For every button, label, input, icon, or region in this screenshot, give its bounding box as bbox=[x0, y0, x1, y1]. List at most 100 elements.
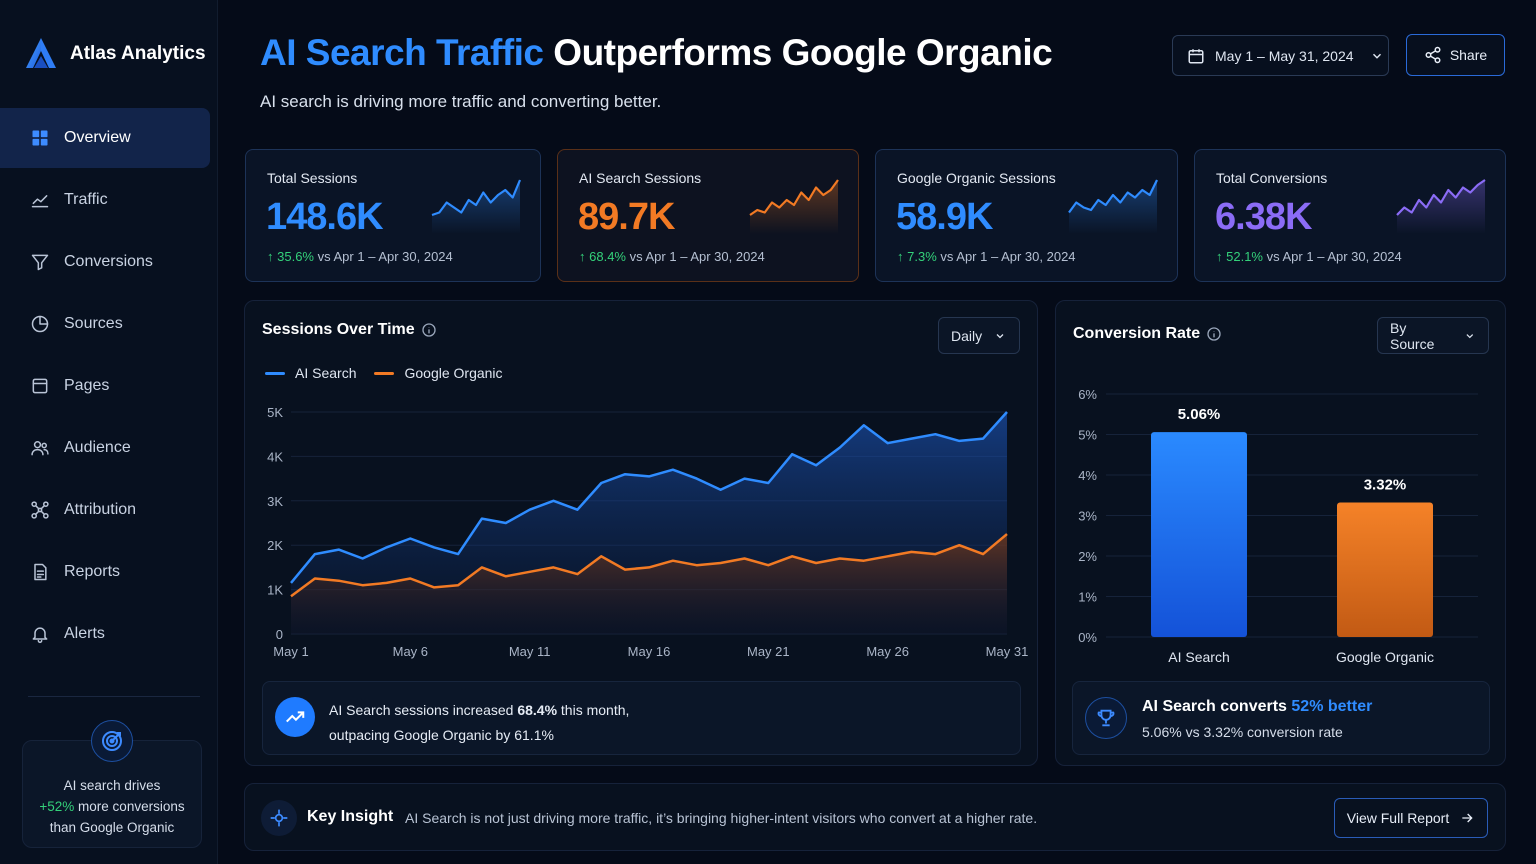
kpi-card-total-sessions[interactable]: Total Sessions 148.6K ↑ 35.6% vs Apr 1 – A… bbox=[245, 149, 541, 282]
funnel-icon bbox=[31, 254, 49, 271]
grouping-dropdown[interactable]: By Source bbox=[1377, 317, 1489, 354]
y-tick-label: 1% bbox=[1078, 590, 1097, 605]
legend-ai-search[interactable]: AI Search bbox=[265, 365, 356, 381]
sidebar-item-sources[interactable]: Sources bbox=[0, 294, 210, 354]
sidebar-item-overview[interactable]: Overview bbox=[0, 108, 210, 168]
sidebar-item-label: Audience bbox=[64, 439, 131, 456]
sessions-panel: Sessions Over Time Daily AI Search Googl… bbox=[244, 300, 1038, 766]
arrow-right-icon bbox=[1462, 813, 1473, 823]
bar-google-organic[interactable] bbox=[1337, 502, 1433, 637]
promo-line-1: AI search drives bbox=[63, 778, 161, 793]
key-insight-title: Key Insight bbox=[307, 808, 394, 825]
conversion-insight-text: AI Search converts 52% better 5.06% vs 3… bbox=[1142, 695, 1372, 745]
insight-pre: AI Search sessions increased bbox=[329, 702, 518, 718]
share-icon bbox=[1425, 46, 1441, 64]
kpi-card-total-conversions[interactable]: Total Conversions 6.38K ↑ 52.1% vs Apr 1 –… bbox=[1194, 149, 1506, 282]
view-full-report-button[interactable]: View Full Report bbox=[1334, 798, 1488, 838]
page-subtitle: AI search is driving more traffic and co… bbox=[260, 92, 662, 111]
sidebar-item-label: Pages bbox=[64, 377, 110, 394]
info-icon[interactable] bbox=[1206, 326, 1222, 342]
sidebar-item-label: Reports bbox=[64, 563, 121, 580]
kpi-delta: ↑ 35.6% vs Apr 1 – Apr 30, 2024 bbox=[267, 249, 453, 264]
kpi-delta: ↑ 52.1% vs Apr 1 – Apr 30, 2024 bbox=[1216, 249, 1402, 264]
sidebar-item-reports[interactable]: Reports bbox=[0, 542, 210, 602]
x-tick-label: May 21 bbox=[747, 644, 790, 659]
kpi-card-google-organic-sessions[interactable]: Google Organic Sessions 58.9K ↑ 7.3% vs Ap… bbox=[875, 149, 1178, 282]
sidebar-item-label: Overview bbox=[64, 129, 131, 146]
target-icon bbox=[91, 720, 133, 762]
sidebar: Atlas Analytics Overview Traffic Conversio… bbox=[0, 0, 218, 864]
sessions-insight: AI Search sessions increased 68.4% this … bbox=[262, 681, 1021, 755]
key-insight-text: AI Search is not just driving more traff… bbox=[405, 810, 1038, 826]
conv-insight-highlight: 52% better bbox=[1291, 698, 1373, 715]
sparkle-icon bbox=[261, 800, 297, 836]
kpi-sparkline bbox=[1068, 179, 1158, 234]
granularity-dropdown[interactable]: Daily bbox=[938, 317, 1020, 354]
sidebar-item-pages[interactable]: Pages bbox=[0, 356, 210, 416]
date-range-label: May 1 – May 31, 2024 bbox=[1215, 47, 1354, 64]
sidebar-item-label: Sources bbox=[64, 315, 123, 332]
sessions-title: Sessions Over Time bbox=[262, 321, 437, 339]
sidebar-item-alerts[interactable]: Alerts bbox=[0, 604, 210, 664]
view-report-label: View Full Report bbox=[1346, 810, 1450, 826]
sessions-line-chart: 0 1K 2K 3K 4K 5K May 1 May 6 May 11 May 16 May 21 M… bbox=[267, 405, 1028, 659]
series-area-google-organic bbox=[291, 534, 1007, 634]
kpi-delta: ↑ 68.4% vs Apr 1 – Apr 30, 2024 bbox=[579, 249, 765, 264]
title-accent: AI Search Traffic bbox=[260, 32, 544, 73]
chevron-down-icon bbox=[1466, 333, 1474, 338]
sidebar-item-label: Traffic bbox=[64, 191, 108, 208]
kpi-value: 89.7K bbox=[578, 196, 675, 238]
atlas-logo-icon bbox=[26, 38, 56, 68]
kpi-value: 6.38K bbox=[1215, 196, 1312, 238]
y-tick-label: 3% bbox=[1078, 509, 1097, 524]
sidebar-divider bbox=[28, 696, 200, 697]
page-icon bbox=[32, 378, 48, 394]
kpi-value: 58.9K bbox=[896, 196, 993, 238]
legend-label-ai: AI Search bbox=[295, 365, 357, 381]
kpi-sparkline bbox=[749, 179, 839, 234]
page-title: AI Search Traffic Outperforms Google Org… bbox=[260, 32, 1053, 74]
sidebar-item-label: Attribution bbox=[64, 501, 137, 518]
nodes-icon bbox=[31, 501, 49, 519]
bar-ai-search[interactable] bbox=[1151, 432, 1247, 637]
brand[interactable]: Atlas Analytics bbox=[22, 36, 206, 72]
legend-swatch-google bbox=[374, 371, 395, 375]
report-icon bbox=[34, 563, 47, 581]
date-range-picker[interactable]: May 1 – May 31, 2024 bbox=[1172, 35, 1389, 76]
share-button[interactable]: Share bbox=[1406, 34, 1505, 76]
kpi-compare: vs Apr 1 – Apr 30, 2024 bbox=[314, 249, 453, 264]
sidebar-item-attribution[interactable]: Attribution bbox=[0, 480, 210, 540]
legend-swatch-ai bbox=[265, 371, 285, 375]
sidebar-item-audience[interactable]: Audience bbox=[0, 418, 210, 478]
promo-line-3: than Google Organic bbox=[49, 820, 175, 835]
key-insight-bar: Key Insight AI Search is not just drivin… bbox=[244, 783, 1506, 851]
sidebar-item-conversions[interactable]: Conversions bbox=[0, 232, 210, 292]
arrow-up-icon: ↑ bbox=[579, 249, 590, 264]
kpi-compare: vs Apr 1 – Apr 30, 2024 bbox=[1263, 249, 1402, 264]
chevron-down-icon bbox=[1372, 53, 1381, 59]
sessions-insight-line-1: AI Search sessions increased 68.4% this … bbox=[329, 698, 629, 723]
kpi-card-ai-search-sessions[interactable]: AI Search Sessions 89.7K ↑ 68.4% vs Apr 1 … bbox=[557, 149, 859, 282]
grid-icon bbox=[32, 130, 48, 146]
conversion-insight-line-1: AI Search converts 52% better bbox=[1142, 695, 1372, 719]
legend-google-organic[interactable]: Google Organic bbox=[374, 365, 503, 381]
y-tick-label: 5% bbox=[1078, 428, 1097, 443]
x-tick-label: May 16 bbox=[628, 644, 671, 659]
insight-bold: 68.4% bbox=[517, 702, 558, 718]
y-tick-label: 3K bbox=[267, 494, 283, 509]
series-line-google-organic[interactable] bbox=[290, 533, 1008, 598]
kpi-label: Google Organic Sessions bbox=[897, 170, 1056, 186]
trophy-icon bbox=[1085, 697, 1127, 739]
info-icon[interactable] bbox=[421, 322, 437, 338]
y-tick-label: 6% bbox=[1078, 387, 1097, 402]
sidebar-item-traffic[interactable]: Traffic bbox=[0, 170, 210, 230]
users-icon bbox=[31, 441, 49, 456]
series-line-ai-search[interactable] bbox=[290, 411, 1008, 584]
x-tick-label: May 26 bbox=[866, 644, 909, 659]
bell-icon bbox=[32, 627, 48, 644]
sessions-title-text: Sessions Over Time bbox=[262, 321, 415, 338]
brand-name: Atlas Analytics bbox=[70, 43, 206, 64]
conversion-insight: AI Search converts 52% better 5.06% vs 3… bbox=[1072, 681, 1490, 755]
arrow-up-icon: ↑ bbox=[897, 249, 908, 264]
kpi-label: AI Search Sessions bbox=[579, 170, 702, 186]
